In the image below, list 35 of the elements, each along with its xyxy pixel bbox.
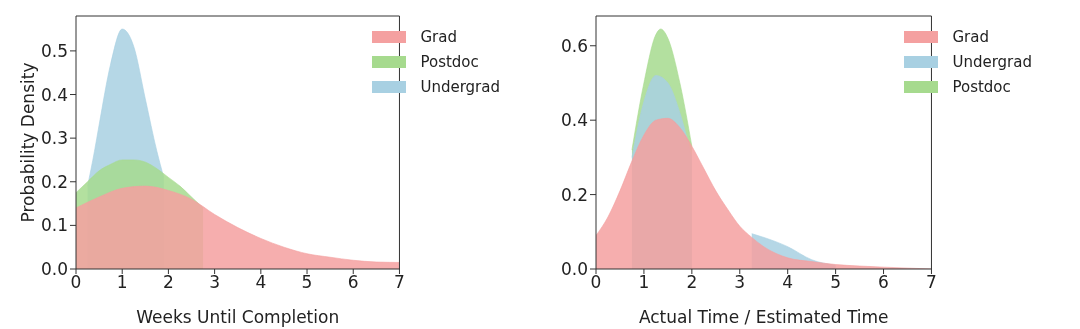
x-tick-label: 0	[70, 272, 82, 293]
legend-label: Grad	[952, 27, 989, 46]
y-tick-label: 0.1	[40, 215, 68, 236]
y-tick-label: 0.4	[40, 84, 68, 105]
y-tick-label: 0.2	[40, 171, 68, 192]
x-axis-title: Weeks Until Completion	[136, 307, 340, 327]
x-tick-label: 7	[394, 272, 405, 293]
y-axis-title: Probability Density	[18, 62, 39, 223]
x-tick-label: 4	[782, 272, 794, 293]
x-tick-label: 5	[301, 272, 313, 293]
x-tick-label: 2	[686, 272, 698, 293]
y-tick-label: 0.2	[560, 184, 588, 205]
x-tick-label: 7	[926, 272, 937, 293]
y-tick-label: 0.3	[40, 128, 68, 149]
legend-label: Grad	[420, 27, 457, 46]
legend-label: Postdoc	[952, 77, 1011, 96]
x-tick-label: 2	[163, 272, 174, 293]
x-tick-label: 3	[734, 272, 746, 293]
y-tick-label: 0.4	[560, 110, 588, 131]
x-axis-title: Actual Time / Estimated Time	[638, 307, 889, 327]
x-tick-label: 6	[347, 272, 359, 293]
y-tick-label: 0.6	[560, 35, 588, 56]
x-tick-label: 1	[638, 272, 650, 293]
x-tick-label: 5	[830, 272, 842, 293]
x-tick-label: 1	[116, 272, 128, 293]
legend-label: Postdoc	[420, 52, 479, 71]
x-tick-label: 0	[590, 272, 602, 293]
y-tick-label: 0.5	[40, 40, 68, 61]
y-tick-label: 0.0	[40, 259, 68, 280]
x-tick-label: 3	[209, 272, 221, 293]
legend-label: Undergrad	[420, 77, 500, 96]
x-tick-label: 6	[878, 272, 889, 293]
y-tick-label: 0.0	[560, 259, 588, 280]
legend-label: Undergrad	[952, 52, 1032, 71]
x-tick-label: 4	[255, 272, 267, 293]
